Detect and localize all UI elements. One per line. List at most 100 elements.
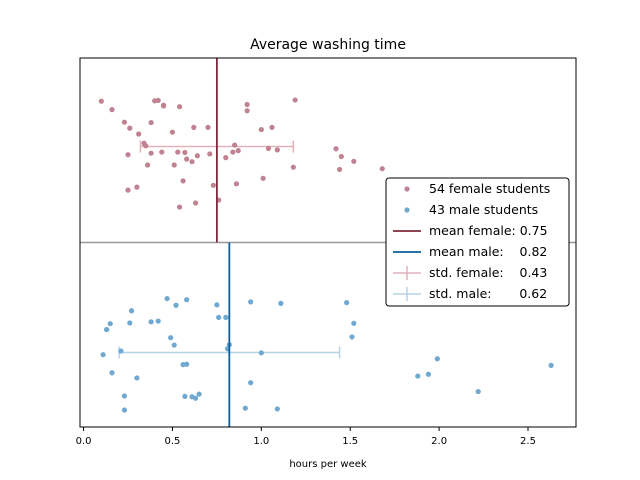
data-point-male <box>127 320 133 326</box>
data-point-male <box>184 361 190 367</box>
data-point-male <box>258 350 264 356</box>
data-point-female <box>232 142 238 148</box>
data-point-female <box>171 162 177 168</box>
data-point-male <box>248 299 254 305</box>
data-point-male <box>214 302 220 308</box>
data-point-female <box>143 143 149 149</box>
data-point-female <box>230 149 236 155</box>
data-point-male <box>184 297 190 303</box>
data-point-male <box>164 295 170 302</box>
data-point-female <box>125 152 131 158</box>
data-point-female <box>159 149 165 155</box>
data-point-female <box>160 102 167 108</box>
data-point-female <box>180 178 186 184</box>
data-point-male <box>173 302 179 308</box>
data-point-male <box>121 407 128 413</box>
data-point-female <box>184 156 190 162</box>
data-point-female <box>205 124 211 130</box>
data-point-female <box>148 150 154 156</box>
data-point-female <box>121 119 128 125</box>
x-tick-label: 2.0 <box>431 436 447 447</box>
data-point-male <box>434 356 440 362</box>
data-point-male <box>109 370 115 376</box>
data-point-female <box>109 107 115 113</box>
data-point-female <box>148 119 154 126</box>
data-point-male <box>121 393 128 399</box>
plot-area: 0.0 0.5 1.0 1.5 2.0 2.5 <box>76 57 577 447</box>
x-tick-label: 0.0 <box>76 436 92 447</box>
data-point-male <box>134 375 140 381</box>
x-tick-label: 2.5 <box>520 436 536 447</box>
chart-title: Average washing time <box>250 37 406 53</box>
data-point-male <box>118 348 124 354</box>
legend: 54 female students 43 male students mean f… <box>385 177 570 307</box>
data-point-female <box>192 200 199 206</box>
data-point-male <box>425 371 432 377</box>
legend-label-2: mean female: 0.75 <box>429 223 548 238</box>
data-point-male <box>171 342 177 348</box>
data-point-male <box>344 300 350 306</box>
data-point-male <box>168 335 174 341</box>
data-point-female <box>333 146 339 152</box>
x-axis-label: hours per week <box>289 459 367 470</box>
data-point-male <box>192 395 199 401</box>
data-point-male <box>415 373 421 379</box>
legend-box <box>385 177 570 307</box>
data-point-female <box>338 153 344 160</box>
legend-label-4: std. female: 0.43 <box>429 265 547 280</box>
data-point-female <box>194 153 200 159</box>
data-point-female <box>235 148 241 154</box>
data-point-female <box>207 151 213 157</box>
data-point-female <box>175 149 181 155</box>
legend-label-5: std. male: 0.62 <box>429 286 547 301</box>
data-point-male <box>278 300 284 306</box>
data-point-female <box>127 125 133 131</box>
data-point-male <box>349 334 355 340</box>
data-point-male <box>242 405 248 411</box>
x-tick-label: 1.5 <box>342 436 358 447</box>
data-point-female <box>191 124 197 130</box>
legend-label-3: mean male: 0.82 <box>429 244 547 259</box>
data-point-male <box>100 352 106 358</box>
data-point-female <box>351 158 357 164</box>
data-point-female <box>274 147 280 153</box>
data-point-male <box>128 308 135 314</box>
data-point-female <box>260 175 266 181</box>
data-point-female <box>125 187 131 193</box>
data-point-male <box>107 321 113 327</box>
data-point-female <box>189 159 195 165</box>
data-point-female <box>244 101 250 108</box>
data-point-female <box>182 149 188 156</box>
data-point-female <box>136 131 142 137</box>
plot-frame <box>79 57 577 428</box>
data-point-male <box>475 388 481 395</box>
legend-label-0: 54 female students <box>429 181 550 196</box>
data-point-female <box>223 155 229 161</box>
data-point-male <box>216 314 222 321</box>
data-point-female <box>292 97 298 103</box>
legend-label-1: 43 male students <box>429 202 538 217</box>
data-point-female <box>134 184 140 190</box>
data-point-male <box>351 320 357 326</box>
data-point-male <box>196 391 202 397</box>
legend-marker-1 <box>404 207 410 213</box>
data-point-female <box>176 104 183 110</box>
data-point-male <box>155 318 161 324</box>
data-point-male <box>148 319 154 325</box>
data-point-male <box>248 380 254 386</box>
data-point-female <box>144 162 151 168</box>
data-point-female <box>258 126 264 133</box>
data-point-female <box>98 98 104 104</box>
x-tick-label: 0.5 <box>164 436 180 447</box>
data-point-female <box>210 182 216 188</box>
data-point-female <box>269 124 275 130</box>
data-point-female <box>379 166 385 172</box>
data-point-female <box>169 129 176 135</box>
data-point-male <box>182 393 188 399</box>
x-tick-label: 1.0 <box>253 436 269 447</box>
data-point-female <box>233 181 240 187</box>
data-point-female <box>176 204 183 210</box>
data-point-female <box>265 145 272 152</box>
data-point-female <box>290 164 296 170</box>
